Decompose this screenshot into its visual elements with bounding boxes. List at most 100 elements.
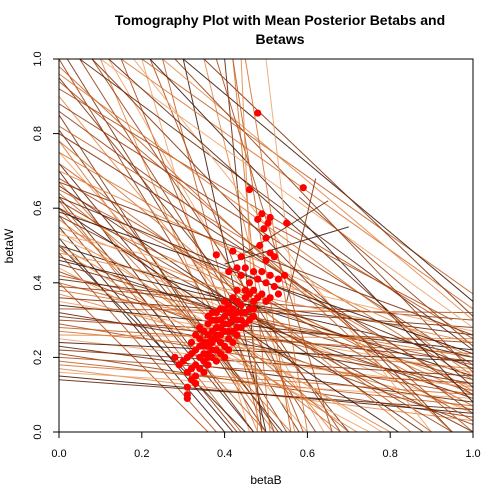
data-point [183,368,191,376]
data-point [254,215,262,223]
tomography-line [59,215,473,432]
data-point [204,312,212,320]
data-point [258,268,266,276]
data-point [229,305,237,313]
data-point [262,256,270,265]
tomography-lines [59,59,473,432]
tomography-line [59,245,246,432]
data-point [225,268,233,276]
tomography-line [59,66,453,432]
tomography-line [100,59,473,328]
data-point [233,316,241,324]
data-point [212,335,220,343]
tomography-line [162,59,473,321]
data-point [212,251,220,259]
data-point [225,327,233,335]
data-point [183,383,191,391]
data-point [225,346,233,354]
chart-title-line2: Betaws [255,31,304,47]
tomography-line [59,170,254,432]
data-point [256,241,264,250]
data-point [245,185,254,194]
data-point [212,357,220,365]
data-point [258,210,266,218]
data-point [237,271,245,279]
tomography-line [59,252,473,343]
y-tick-label: 1.0 [32,51,44,66]
data-point [241,264,249,272]
data-point [229,247,237,255]
tomography-line [59,245,391,432]
tomography-line [59,125,473,381]
data-point [262,234,270,242]
y-tick-label: 0.0 [32,424,44,439]
data-point [266,213,274,222]
tomography-line [59,371,473,399]
tomography-line [244,59,308,432]
y-tick-label: 0.8 [32,126,44,141]
data-point [262,297,270,306]
data-point [196,323,204,332]
tomography-line [79,59,473,351]
data-point [262,279,270,287]
tomography-line [108,59,473,388]
tomography-line [274,226,453,321]
tomography-line [59,334,473,340]
data-point [183,394,191,403]
data-point [175,361,183,369]
tomography-line [59,215,238,432]
tomography-line [224,226,349,265]
tomography-line [162,59,263,432]
y-tick-label: 0.4 [32,275,44,290]
tomography-line [149,59,473,403]
x-tick-label: 0.8 [383,448,398,460]
tomography-line [149,59,304,432]
data-point [221,353,229,361]
x-tick-label: 0.0 [51,448,66,460]
tomography-line [59,349,473,377]
tomography-line [59,237,225,432]
tomography-line [59,364,473,396]
x-axis-label: betaB [250,473,281,487]
data-point [274,275,283,283]
tomography-line [59,308,473,314]
tomography-line [59,196,254,432]
data-point [216,316,225,324]
tomography-line [182,59,473,302]
data-point [249,312,258,320]
tomography-line [59,379,473,411]
x-tick-label: 1.0 [465,448,480,460]
data-point [229,338,237,347]
data-point [212,309,220,317]
tomography-line [59,304,473,351]
tomography-line [59,95,333,432]
y-tick-label: 0.6 [32,201,44,216]
data-point [299,184,307,192]
tomography-line [59,345,473,403]
tomography-line [298,196,473,347]
data-point [249,268,258,276]
tomography-line [59,327,473,355]
tomography-line [59,114,267,432]
tomography-line [59,259,473,358]
data-point [281,271,289,279]
x-tick-label: 0.6 [300,448,315,460]
data-point [221,305,229,313]
data-point [270,253,278,261]
posterior-points [171,109,307,403]
tomography-line [59,330,473,370]
y-tick-label: 0.2 [32,350,44,365]
tomography-line [59,319,473,343]
tomography-line [59,80,473,432]
x-tick-label: 0.2 [134,448,149,460]
data-point [241,286,249,294]
tomography-line [203,59,473,317]
data-point [264,219,272,227]
data-point [204,353,212,361]
data-point [233,286,241,294]
data-point [254,275,262,283]
data-point [245,279,254,287]
data-point [171,353,179,361]
data-point [266,271,274,279]
